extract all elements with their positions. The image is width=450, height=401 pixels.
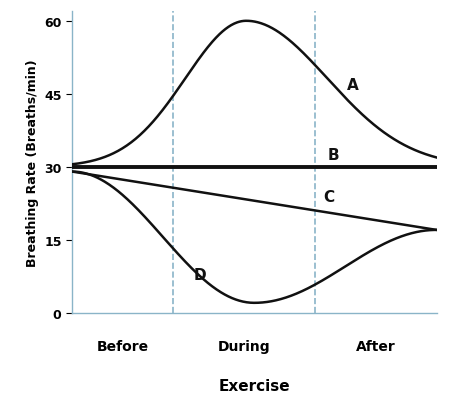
Text: C: C <box>323 189 334 204</box>
Y-axis label: Breathing Rate (Breaths/min): Breathing Rate (Breaths/min) <box>26 59 39 266</box>
Text: Before: Before <box>97 340 148 353</box>
Text: B: B <box>327 148 339 163</box>
Text: After: After <box>356 340 396 353</box>
Text: Exercise: Exercise <box>218 378 290 393</box>
Text: A: A <box>347 78 359 93</box>
Text: During: During <box>218 340 270 353</box>
Text: D: D <box>194 267 206 282</box>
